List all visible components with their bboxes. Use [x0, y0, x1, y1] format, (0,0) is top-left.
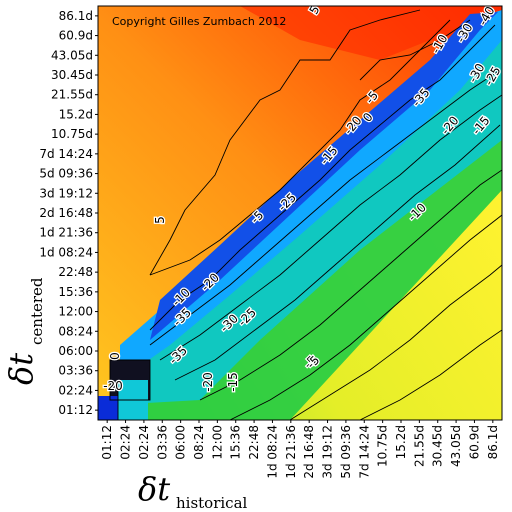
- x-tick-label: 30.45d: [431, 425, 445, 467]
- x-tick-label: 1d 21:36: [284, 425, 298, 479]
- contour-value-label: 0: [108, 352, 122, 360]
- x-tick-label: 08:24: [192, 425, 206, 460]
- y-tick-label: 7d 14:24: [39, 147, 93, 161]
- contour-line: [199, 169, 502, 401]
- contour-line: [109, 359, 151, 401]
- y-tick-label: 43.05d: [51, 48, 93, 62]
- x-tick-label: 15:36: [229, 425, 243, 460]
- y-tick-label: 15:36: [58, 285, 93, 299]
- y-tick-label: 12:00: [58, 305, 93, 319]
- x-tick-label: 2d 16:48: [302, 425, 316, 479]
- x-axis-title: δt historical: [138, 470, 248, 512]
- x-tick-label: 3d 19:12: [321, 425, 335, 479]
- contour-line: [174, 124, 501, 381]
- y-tick-label: 21.55d: [51, 88, 93, 102]
- x-axis-symbol: δt: [138, 470, 170, 508]
- y-tick-label: 2d 16:48: [39, 206, 93, 220]
- origin-blue-cell: [98, 396, 118, 420]
- contour-value-label: -20: [103, 379, 123, 393]
- x-tick-label: 10.75d: [376, 425, 390, 467]
- y-tick-label: 30.45d: [51, 68, 93, 82]
- contour-value-label: -15: [226, 372, 240, 392]
- contour-line: [149, 24, 496, 331]
- contour-line: [289, 264, 502, 420]
- y-tick-label: 5d 09:36: [39, 167, 93, 181]
- y-tick-label: 08:24: [58, 324, 93, 338]
- y-axis-subscript: centered: [28, 277, 46, 345]
- contour-line: [159, 94, 502, 361]
- y-tick-label: 3d 19:12: [39, 186, 93, 200]
- y-tick-label: 60.9d: [59, 29, 93, 43]
- contour-value-label: 5: [153, 216, 167, 224]
- y-tick-label: 03:36: [58, 364, 93, 378]
- y-tick-label: 15.2d: [59, 107, 93, 121]
- contour-line: [359, 19, 471, 81]
- y-axis-ticks: 01:12 02:24 03:36 06:00 08:24 12:00 15:36 22:48…: [39, 9, 98, 417]
- x-tick-label: 02:24: [137, 425, 151, 460]
- contour-value-label: -20: [201, 372, 215, 392]
- y-tick-label: 22:48: [58, 265, 93, 279]
- y-tick-label: 01:12: [58, 403, 93, 417]
- x-tick-label: 5d 09:36: [339, 425, 353, 479]
- x-axis-subscript: historical: [176, 494, 248, 512]
- y-tick-label: 06:00: [58, 344, 93, 358]
- y-tick-label: 10.75d: [51, 127, 93, 141]
- x-tick-label: 22:48: [247, 425, 261, 460]
- y-axis-title: δt centered: [2, 277, 46, 385]
- x-tick-label: 86.1d: [486, 425, 500, 459]
- x-axis-ticks: 01:12 02:24 02:24 03:36 06:00 08:24 12:00 15:36…: [100, 420, 500, 479]
- y-tick-label: 02:24: [58, 383, 93, 397]
- contour-line: [149, 19, 451, 276]
- y-tick-label: 1d 08:24: [39, 245, 93, 259]
- contour-lines: [109, 9, 502, 420]
- y-tick-label: 1d 21:36: [39, 226, 93, 240]
- heatmap-field: Copyright Gilles Zumbach 2012 5-10 -30-40…: [98, 6, 502, 420]
- x-tick-label: 15.2d: [394, 425, 408, 459]
- x-tick-label: 1d 08:24: [265, 425, 279, 479]
- x-tick-label: 43.05d: [449, 425, 463, 467]
- x-tick-label: 01:12: [100, 425, 114, 460]
- x-tick-label: 21.55d: [412, 425, 426, 467]
- x-tick-label: 02:24: [119, 425, 133, 460]
- y-tick-label: 86.1d: [59, 9, 93, 23]
- contour-line: [229, 214, 502, 420]
- x-tick-label: 7d 14:24: [357, 425, 371, 479]
- y-axis-symbol: δt: [2, 353, 40, 385]
- x-tick-label: 03:36: [155, 425, 169, 460]
- x-tick-label: 60.9d: [467, 425, 481, 459]
- copyright-notice: Copyright Gilles Zumbach 2012: [112, 15, 286, 28]
- x-tick-label: 06:00: [174, 425, 188, 460]
- contour-line: [359, 329, 502, 420]
- x-tick-label: 12:00: [210, 425, 224, 460]
- upper-red-region: [240, 6, 502, 60]
- contour-line: [149, 9, 421, 276]
- contour-line: [149, 69, 501, 346]
